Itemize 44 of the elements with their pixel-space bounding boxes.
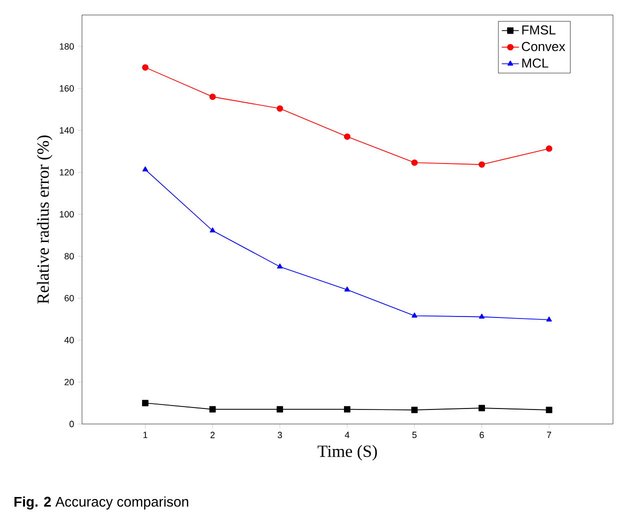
legend-label: Convex (522, 42, 566, 52)
x-tick-label: 4 (344, 432, 350, 438)
point (546, 145, 552, 152)
point (546, 316, 552, 322)
legend-label: FMSL (522, 25, 556, 35)
point (276, 105, 284, 112)
y-tick-label: 100 (60, 211, 74, 218)
point (142, 166, 148, 172)
y-tick-label: 140 (60, 127, 74, 134)
y-tick-label: 20 (64, 378, 74, 386)
point (209, 406, 216, 413)
y-axis-title: Relative radius error (%) (36, 136, 52, 304)
point (478, 161, 485, 168)
point (344, 406, 350, 413)
x-axis-title: Time (S) (318, 445, 377, 460)
legend-label: MCL (522, 58, 548, 68)
point (546, 406, 552, 414)
point (209, 94, 216, 100)
y-tick-label: 0 (70, 420, 74, 428)
point (344, 133, 350, 140)
x-tick-label: 3 (278, 432, 282, 438)
x-tick-label: 6 (480, 432, 484, 438)
point (411, 159, 418, 166)
y-tick-label: 40 (64, 336, 74, 344)
x-tick-label: 5 (412, 432, 417, 438)
point (411, 406, 418, 414)
y-tick-label: 120 (60, 169, 74, 176)
point (478, 404, 485, 412)
point (478, 314, 485, 319)
x-tick-label: 1 (143, 432, 148, 438)
y-tick-label: 80 (64, 253, 74, 260)
point (344, 286, 350, 292)
point (276, 406, 284, 413)
y-tick-label: 180 (60, 43, 74, 50)
text: Fig. 2 Accuracy comparison (14, 496, 188, 510)
x-tick-label: 2 (210, 432, 215, 438)
point (142, 400, 148, 406)
x-tick-label: 7 (547, 432, 552, 438)
y-tick-label: 160 (60, 85, 74, 92)
point (412, 312, 418, 318)
point (142, 64, 148, 71)
y-tick-label: 60 (64, 294, 74, 302)
point (210, 227, 216, 232)
point (277, 263, 283, 268)
